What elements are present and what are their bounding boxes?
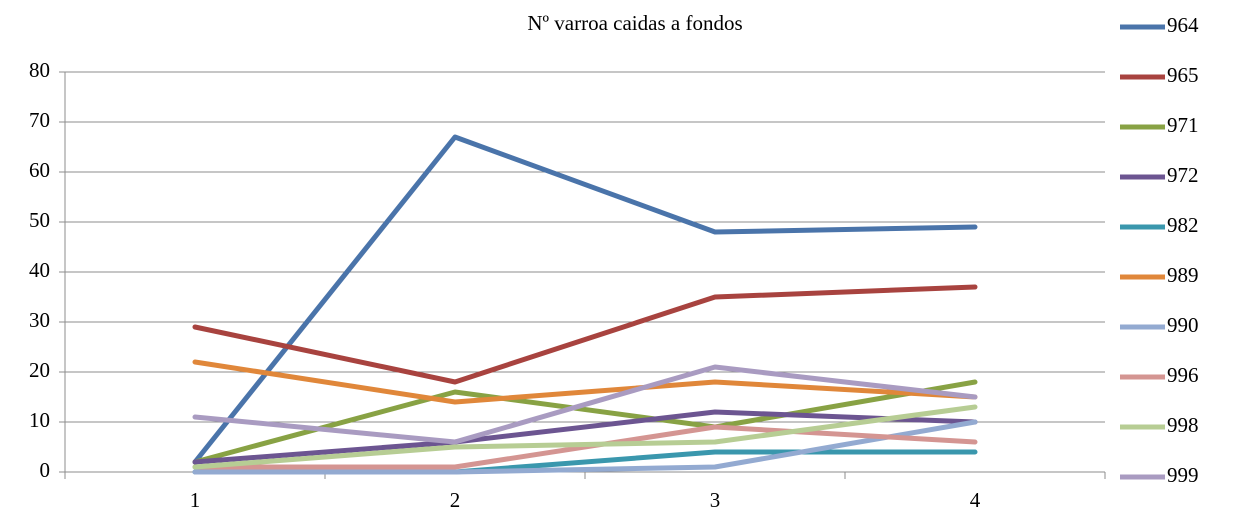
legend-label: 989 [1167,263,1199,287]
legend-label: 982 [1167,213,1199,237]
y-tick-label: 0 [40,458,51,482]
series-line [192,404,978,470]
legend-label: 964 [1167,13,1199,37]
legend-label: 971 [1167,113,1199,137]
y-tick-label: 80 [29,58,50,82]
chart-title: Nº varroa caidas a fondos [527,11,742,35]
y-tick-label: 20 [29,358,50,382]
y-tick-label: 70 [29,108,50,132]
series-line [192,284,978,385]
series-line [192,409,978,465]
series-line [192,419,978,475]
series-line [192,364,978,445]
y-tick-label: 10 [29,408,50,432]
y-tick-label: 30 [29,308,50,332]
legend-label: 996 [1167,363,1199,387]
legend-label: 972 [1167,163,1199,187]
series-line [192,359,978,405]
y-tick-label: 40 [29,258,50,282]
y-tick-label: 60 [29,158,50,182]
legend-label: 990 [1167,313,1199,337]
series-line [192,134,978,465]
legend-label: 998 [1167,413,1199,437]
x-tick-label: 3 [710,488,721,512]
x-tick-label: 2 [450,488,461,512]
legend-label: 999 [1167,463,1199,487]
x-tick-label: 4 [970,488,981,512]
x-tick-label: 1 [190,488,201,512]
y-tick-label: 50 [29,208,50,232]
legend-label: 965 [1167,63,1199,87]
